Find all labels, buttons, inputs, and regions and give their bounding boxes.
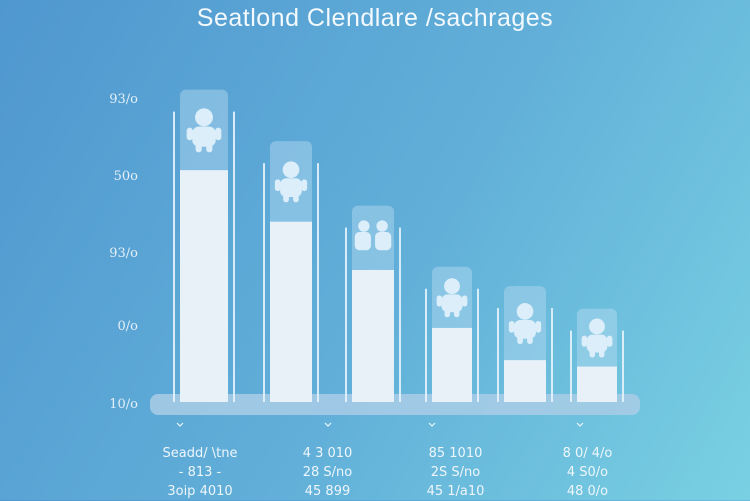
footer-cell: 4 S0/o	[566, 465, 609, 480]
person-leg	[453, 309, 460, 318]
bar-side-rail	[233, 111, 235, 402]
bar-side-rail	[173, 111, 175, 402]
chart-title: Seatlond Clendlare /sachrages	[196, 4, 554, 32]
person-icon	[186, 108, 222, 153]
bar-side-rail	[317, 163, 319, 402]
footer-cell: 45 1/a10	[426, 484, 485, 499]
person-leg	[444, 309, 451, 318]
chevron-down-icon	[576, 422, 584, 427]
person-arm	[535, 321, 542, 333]
footer-cell: 85 1010	[428, 446, 483, 461]
person-arm	[581, 335, 588, 347]
bar-side-rail	[399, 227, 401, 402]
person-body	[586, 334, 608, 353]
person-body	[280, 178, 302, 198]
person-icon	[508, 303, 542, 344]
bar-side-rail	[263, 163, 265, 402]
person-leg	[527, 336, 533, 344]
two-people-icon	[354, 220, 392, 251]
person-arm	[274, 179, 281, 192]
bar-group	[173, 89, 235, 402]
bar	[270, 221, 312, 402]
person-body	[354, 232, 371, 251]
person-icon	[581, 318, 613, 358]
bar-side-rail	[477, 288, 479, 402]
bar-group	[345, 205, 401, 402]
y-tick-label: 0/o	[117, 319, 138, 334]
bar-group	[263, 141, 319, 402]
footer-cell: - 813 -	[178, 465, 222, 480]
y-tick-label: 10/o	[109, 397, 138, 412]
bar-side-rail	[622, 330, 624, 402]
footer-cell: 3oip 4010	[167, 484, 233, 499]
bar	[352, 269, 394, 402]
bar	[504, 360, 546, 402]
person-body	[375, 232, 392, 251]
footer-cell: 45 899	[304, 484, 351, 499]
person-head	[589, 318, 605, 335]
person-arm	[215, 127, 222, 141]
person-leg	[283, 194, 289, 203]
footer-column: Seadd/ \tne - 813 - 3oip 4010	[140, 444, 260, 501]
bar	[180, 170, 228, 402]
person-icon	[274, 161, 308, 203]
person-body	[441, 294, 463, 313]
bar-group	[570, 308, 624, 402]
bar-side-rail	[345, 227, 347, 402]
bar	[577, 366, 617, 402]
person-arm	[606, 335, 613, 347]
person-arm	[508, 321, 515, 333]
y-tick-label: 93/o	[109, 246, 138, 261]
person-leg	[293, 194, 299, 203]
bar-side-rail	[425, 288, 427, 402]
person-arm	[436, 295, 443, 307]
person-head	[195, 108, 213, 127]
bar-side-rail	[551, 308, 553, 402]
person-head	[444, 278, 460, 295]
person-leg	[589, 350, 596, 358]
chevron-down-icon	[176, 422, 184, 427]
footer-cell: 28 S/no	[302, 465, 353, 480]
footer-cell: 2S S/no	[430, 465, 481, 480]
chevron-down-icon	[428, 422, 436, 427]
chevron-down-icon	[324, 422, 332, 427]
person-leg	[195, 143, 202, 153]
footer-cell: Seadd/ \tne	[162, 446, 238, 461]
person-body	[192, 126, 216, 147]
footer-column: 4 3 010 28 S/no 45 899	[280, 444, 375, 501]
person-head	[282, 161, 300, 179]
person-head	[358, 220, 370, 232]
person-leg	[598, 350, 605, 358]
person-arm	[461, 295, 468, 307]
person-head	[516, 303, 534, 320]
bar	[432, 327, 472, 402]
person-arm	[186, 127, 193, 141]
person-arm	[301, 179, 308, 192]
person-head	[376, 220, 388, 232]
child-icon	[436, 278, 468, 318]
footer-cell: 8 0/ 4/o	[562, 446, 613, 461]
y-tick-label: 93/o	[109, 92, 138, 107]
bar-side-rail	[497, 308, 499, 402]
person-leg	[206, 143, 213, 153]
footer-column: 8 0/ 4/o 4 S0/o 48 0/o	[540, 444, 635, 501]
person-leg	[517, 336, 523, 344]
bar-group	[497, 286, 553, 402]
bar-side-rail	[570, 330, 572, 402]
footer-cell: 48 0/o	[566, 484, 609, 499]
footer-column: 85 1010 2S S/no 45 1/a10	[408, 444, 503, 501]
person-body	[514, 319, 536, 339]
bar-group	[425, 266, 479, 402]
y-tick-label: 50o	[113, 169, 138, 184]
footer-cell: 4 3 010	[302, 446, 353, 461]
